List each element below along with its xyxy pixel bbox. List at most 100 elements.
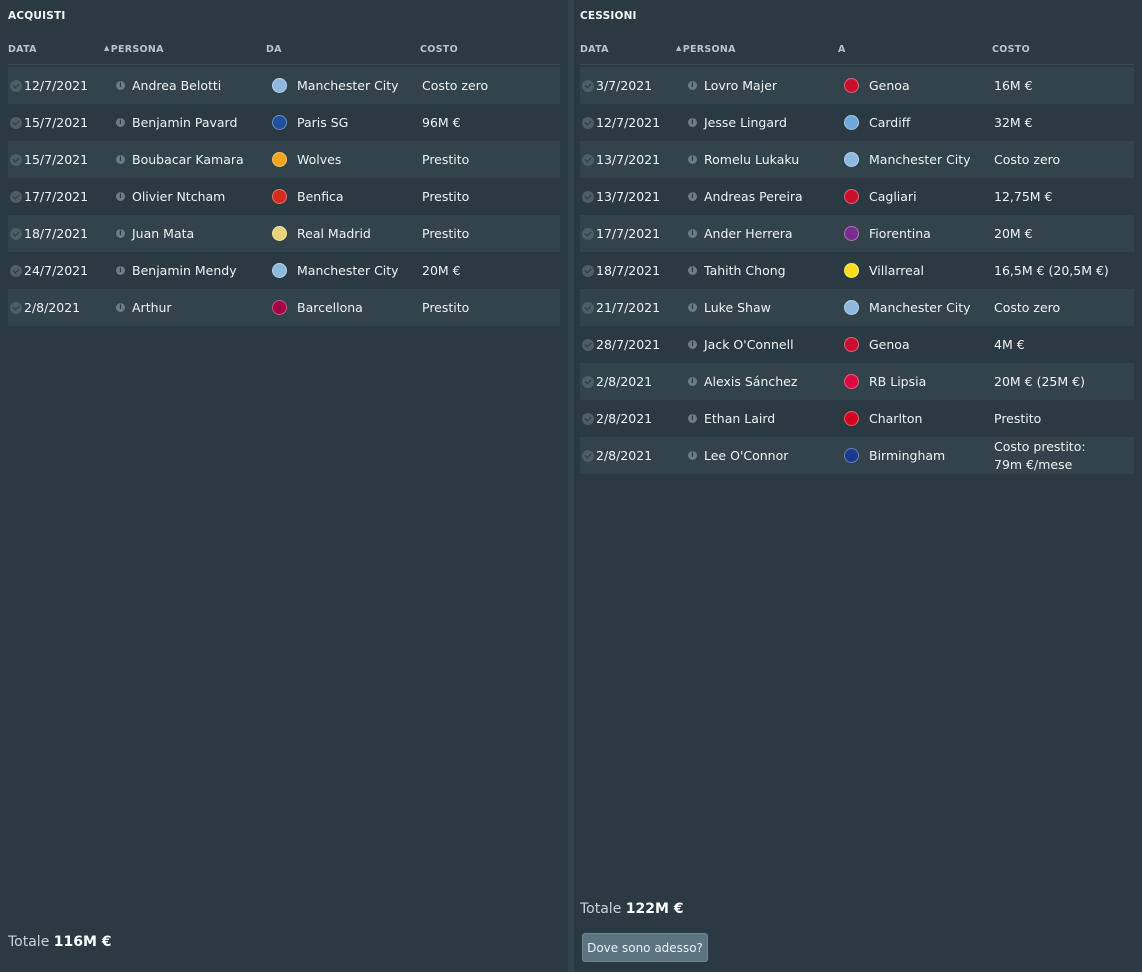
info-icon[interactable]: i [688,326,698,363]
club-name[interactable]: Manchester City [869,152,971,167]
person-name[interactable]: Jesse Lingard [704,115,787,130]
col-persona[interactable]: ▲PERSONA [104,44,164,55]
col-costo[interactable]: COSTO [420,44,458,55]
club-name[interactable]: Benfica [297,189,344,204]
info-icon[interactable]: i [116,67,126,104]
info-icon[interactable]: i [116,178,126,215]
info-icon[interactable]: i [116,252,126,289]
club-name[interactable]: Paris SG [297,115,349,130]
col-persona[interactable]: ▲PERSONA [676,44,736,55]
club-name[interactable]: Fiorentina [869,226,931,241]
person-name[interactable]: Olivier Ntcham [132,189,226,204]
col-da[interactable]: DA [266,44,282,55]
person-name[interactable]: Benjamin Mendy [132,263,237,278]
person-name[interactable]: Lee O'Connor [704,448,789,463]
cost-cell: 96M € [422,115,461,130]
person-name[interactable]: Alexis Sánchez [704,374,798,389]
cost-cell: Prestito [422,300,470,315]
person-name[interactable]: Boubacar Kamara [132,152,244,167]
col-data[interactable]: DATA [8,44,37,55]
table-row[interactable]: 15/7/2021 i Boubacar Kamara Wolves Prestito [8,141,560,178]
date-cell: 18/7/2021 [24,226,89,241]
info-icon[interactable]: i [688,104,698,141]
table-row[interactable]: 3/7/2021 i Lovro Majer Genoa 16M € [580,67,1134,104]
table-row[interactable]: 15/7/2021 i Benjamin Pavard Paris SG 96M € [8,104,560,141]
info-icon[interactable]: i [688,252,698,289]
person-name[interactable]: Ander Herrera [704,226,793,241]
date-cell: 2/8/2021 [596,411,653,426]
check-icon [10,178,24,215]
col-a[interactable]: A [838,44,846,55]
date-cell: 12/7/2021 [596,115,661,130]
check-icon [582,178,596,215]
info-icon[interactable]: i [116,289,126,326]
club-crest-icon [844,104,859,141]
club-name[interactable]: Wolves [297,152,342,167]
club-name[interactable]: Barcellona [297,300,363,315]
person-name[interactable]: Tahith Chong [704,263,786,278]
table-row[interactable]: 2/8/2021 i Alexis Sánchez RB Lipsia 20M € (2… [580,363,1134,400]
info-icon[interactable]: i [688,215,698,252]
table-row[interactable]: 2/8/2021 i Arthur Barcellona Prestito [8,289,560,326]
info-icon[interactable]: i [688,141,698,178]
cost-cell: 32M € [994,115,1033,130]
person-name[interactable]: Andrea Belotti [132,78,222,93]
club-name[interactable]: Manchester City [297,263,399,278]
club-name[interactable]: Genoa [869,337,910,352]
table-row[interactable]: 12/7/2021 i Jesse Lingard Cardiff 32M € [580,104,1134,141]
cost-line: 79m €/mese [994,456,1073,472]
cessioni-title: CESSIONI [580,10,637,22]
acquisti-total: Totale 116M € [8,934,112,950]
table-row[interactable]: 24/7/2021 i Benjamin Mendy Manchester City 2… [8,252,560,289]
club-name[interactable]: Genoa [869,78,910,93]
info-icon[interactable]: i [116,104,126,141]
info-icon[interactable]: i [688,400,698,437]
table-row[interactable]: 2/8/2021 i Ethan Laird Charlton Prestito [580,400,1134,437]
info-icon[interactable]: i [688,67,698,104]
person-name[interactable]: Benjamin Pavard [132,115,238,130]
info-icon[interactable]: i [688,437,698,474]
col-costo[interactable]: COSTO [992,44,1030,55]
info-icon[interactable]: i [116,141,126,178]
person-name[interactable]: Romelu Lukaku [704,152,800,167]
person-name[interactable]: Juan Mata [132,226,195,241]
club-name[interactable]: Charlton [869,411,923,426]
col-data[interactable]: DATA [580,44,609,55]
person-name[interactable]: Andreas Pereira [704,189,803,204]
table-row[interactable]: 17/7/2021 i Ander Herrera Fiorentina 20M € [580,215,1134,252]
club-name[interactable]: Manchester City [869,300,971,315]
date-cell: 17/7/2021 [24,189,89,204]
date-cell: 2/8/2021 [24,300,81,315]
club-crest-icon [272,252,287,289]
table-row[interactable]: 17/7/2021 i Olivier Ntcham Benfica Prestito [8,178,560,215]
person-name[interactable]: Arthur [132,300,172,315]
date-cell: 2/8/2021 [596,374,653,389]
table-row[interactable]: 18/7/2021 i Tahith Chong Villarreal 16,5M € … [580,252,1134,289]
table-row[interactable]: 18/7/2021 i Juan Mata Real Madrid Prestito [8,215,560,252]
info-icon[interactable]: i [688,363,698,400]
club-name[interactable]: Cagliari [869,189,917,204]
cost-line: Costo prestito: [994,438,1086,454]
club-name[interactable]: Real Madrid [297,226,371,241]
date-cell: 13/7/2021 [596,189,661,204]
person-name[interactable]: Lovro Majer [704,78,778,93]
club-name[interactable]: RB Lipsia [869,374,927,389]
person-name[interactable]: Ethan Laird [704,411,776,426]
club-name[interactable]: Manchester City [297,78,399,93]
table-row[interactable]: 21/7/2021 i Luke Shaw Manchester City Costo … [580,289,1134,326]
table-row[interactable]: 28/7/2021 i Jack O'Connell Genoa 4M € [580,326,1134,363]
info-icon[interactable]: i [688,289,698,326]
club-name[interactable]: Cardiff [869,115,911,130]
table-row[interactable]: 13/7/2021 i Andreas Pereira Cagliari 12,75M … [580,178,1134,215]
where-are-they-now-button[interactable]: Dove sono adesso? [582,933,708,962]
info-icon[interactable]: i [116,215,126,252]
club-name[interactable]: Villarreal [869,263,924,278]
table-row[interactable]: 2/8/2021 i Lee O'Connor Birmingham Costo pre… [580,437,1134,474]
person-name[interactable]: Jack O'Connell [704,337,794,352]
table-row[interactable]: 13/7/2021 i Romelu Lukaku Manchester City Co… [580,141,1134,178]
person-name[interactable]: Luke Shaw [704,300,771,315]
info-icon[interactable]: i [688,178,698,215]
club-name[interactable]: Birmingham [869,448,946,463]
acquisti-panel: ACQUISTI DATA ▲PERSONA DA COSTO 12/7/202… [0,0,568,972]
table-row[interactable]: 12/7/2021 i Andrea Belotti Manchester City C… [8,67,560,104]
